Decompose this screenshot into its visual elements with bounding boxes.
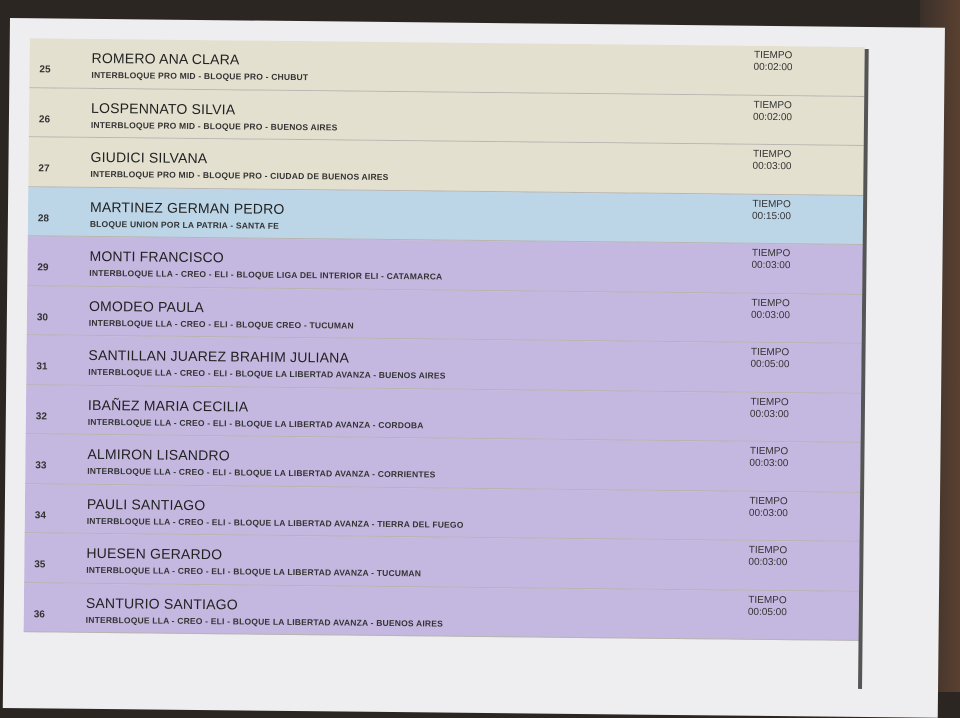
time-block: TIEMPO 00:03:00 [750,396,789,420]
time-label: TIEMPO [750,346,790,359]
speaker-bloc: INTERBLOQUE LLA - CREO - ELI - BLOQUE LI… [89,267,443,282]
list-item: 32 IBAÑEZ MARIA CECILIA INTERBLOQUE LLA … [25,384,862,443]
time-value: 00:03:00 [750,309,790,321]
speaker-name: IBAÑEZ MARIA CECILIA [87,396,249,415]
speaker-name: SANTURIO SANTIAGO [85,594,238,612]
time-block: TIEMPO 00:02:00 [753,99,792,123]
speaker-bloc: INTERBLOQUE PRO MID - BLOQUE PRO - CHUBU… [91,69,309,83]
row-number: 29 [37,262,49,274]
row-number: 26 [38,113,51,125]
time-value: 00:15:00 [751,210,792,222]
row-number: 33 [35,460,47,472]
row-number: 35 [34,559,46,571]
time-block: TIEMPO 00:03:00 [749,495,788,519]
speaker-bloc: INTERBLOQUE LLA - CREO - ELI - BLOQUE LA… [87,465,436,480]
speaker-bloc: INTERBLOQUE LLA - CREO - ELI - BLOQUE LA… [87,416,424,430]
speaker-list: 25 ROMERO ANA CLARA INTERBLOQUE PRO MID … [23,38,865,647]
time-label: TIEMPO [752,148,792,161]
row-number: 30 [36,311,49,323]
time-value: 00:03:00 [751,259,791,272]
time-value: 00:03:00 [748,556,788,569]
list-item: 29 MONTI FRANCISCO INTERBLOQUE LLA - CRE… [27,236,863,295]
time-value: 00:05:00 [750,358,790,371]
row-number: 34 [34,509,46,521]
time-block: TIEMPO 00:05:00 [750,347,789,371]
row-number: 32 [35,410,48,422]
time-value: 00:03:00 [748,507,788,519]
row-number: 31 [36,361,48,373]
row-number: 28 [37,212,50,224]
time-label: TIEMPO [748,594,787,606]
time-label: TIEMPO [749,445,789,458]
speaker-name: PAULI SANTIAGO [86,495,206,513]
speaker-bloc: BLOQUE UNION POR LA PATRIA - SANTA FE [89,218,280,231]
time-value: 00:05:00 [747,606,787,618]
speaker-bloc: INTERBLOQUE LLA - CREO - ELI - BLOQUE CR… [88,317,354,331]
speaker-name: MONTI FRANCISCO [89,247,225,266]
speaker-bloc: INTERBLOQUE LLA - CREO - ELI - BLOQUE LA… [86,564,422,579]
speaker-bloc: INTERBLOQUE LLA - CREO - ELI - BLOQUE LA… [86,515,464,530]
time-value: 00:03:00 [749,457,789,470]
time-label: TIEMPO [751,297,790,309]
speaker-name: GIUDICI SILVANA [90,148,208,167]
time-label: TIEMPO [751,247,791,260]
speaker-bloc: INTERBLOQUE PRO MID - BLOQUE PRO - BUENO… [90,119,338,132]
row-number: 27 [38,163,50,175]
list-item: 36 SANTURIO SANTIAGO INTERBLOQUE LLA - C… [23,582,860,641]
list-item: 30 OMODEO PAULA INTERBLOQUE LLA - CREO -… [26,285,863,344]
speaker-bloc: INTERBLOQUE LLA - CREO - ELI - BLOQUE LA… [88,366,446,381]
printed-sheet: 25 ROMERO ANA CLARA INTERBLOQUE PRO MID … [2,18,945,718]
time-value: 00:02:00 [753,111,793,123]
speaker-name: SANTILLAN JUAREZ BRAHIM JULIANA [88,346,350,366]
speaker-bloc: INTERBLOQUE LLA - CREO - ELI - BLOQUE LA… [85,614,444,629]
list-item: 31 SANTILLAN JUAREZ BRAHIM JULIANA INTER… [26,335,862,394]
time-value: 00:03:00 [752,160,792,173]
row-number: 25 [39,64,51,76]
time-label: TIEMPO [749,495,788,507]
time-label: TIEMPO [748,544,788,557]
speaker-name: LOSPENNATO SILVIA [90,99,236,117]
list-item: 33 ALMIRON LISANDRO INTERBLOQUE LLA - CR… [25,434,861,493]
time-label: TIEMPO [753,49,793,62]
speaker-name: ROMERO ANA CLARA [91,49,240,68]
time-block: TIEMPO 00:15:00 [752,198,791,222]
time-block: TIEMPO 00:05:00 [748,594,787,618]
speaker-bloc: INTERBLOQUE PRO MID - BLOQUE PRO - CIUDA… [90,168,389,182]
list-item: 27 GIUDICI SILVANA INTERBLOQUE PRO MID -… [28,137,864,196]
time-block: TIEMPO 00:03:00 [752,149,791,173]
time-block: TIEMPO 00:03:00 [749,446,788,470]
speaker-name: HUESEN GERARDO [86,544,223,563]
time-block: TIEMPO 00:03:00 [748,545,787,569]
time-block: TIEMPO 00:02:00 [754,50,793,74]
speaker-name: ALMIRON LISANDRO [87,445,230,464]
time-label: TIEMPO [752,198,791,210]
speaker-name: MARTINEZ GERMAN PEDRO [89,198,285,217]
list-item: 34 PAULI SANTIAGO INTERBLOQUE LLA - CREO… [24,483,861,542]
speaker-name: OMODEO PAULA [88,297,205,315]
list-item: 26 LOSPENNATO SILVIA INTERBLOQUE PRO MID… [28,87,865,146]
row-number: 36 [33,608,45,620]
time-value: 00:02:00 [753,61,793,74]
list-item: 35 HUESEN GERARDO INTERBLOQUE LLA - CREO… [24,533,860,592]
list-item: 28 MARTINEZ GERMAN PEDRO BLOQUE UNION PO… [27,186,864,245]
list-item: 25 ROMERO ANA CLARA INTERBLOQUE PRO MID … [29,38,865,97]
time-block: TIEMPO 00:03:00 [751,248,790,272]
time-value: 00:03:00 [749,408,789,420]
time-block: TIEMPO 00:03:00 [751,297,790,321]
time-label: TIEMPO [753,99,792,111]
time-label: TIEMPO [750,396,789,408]
